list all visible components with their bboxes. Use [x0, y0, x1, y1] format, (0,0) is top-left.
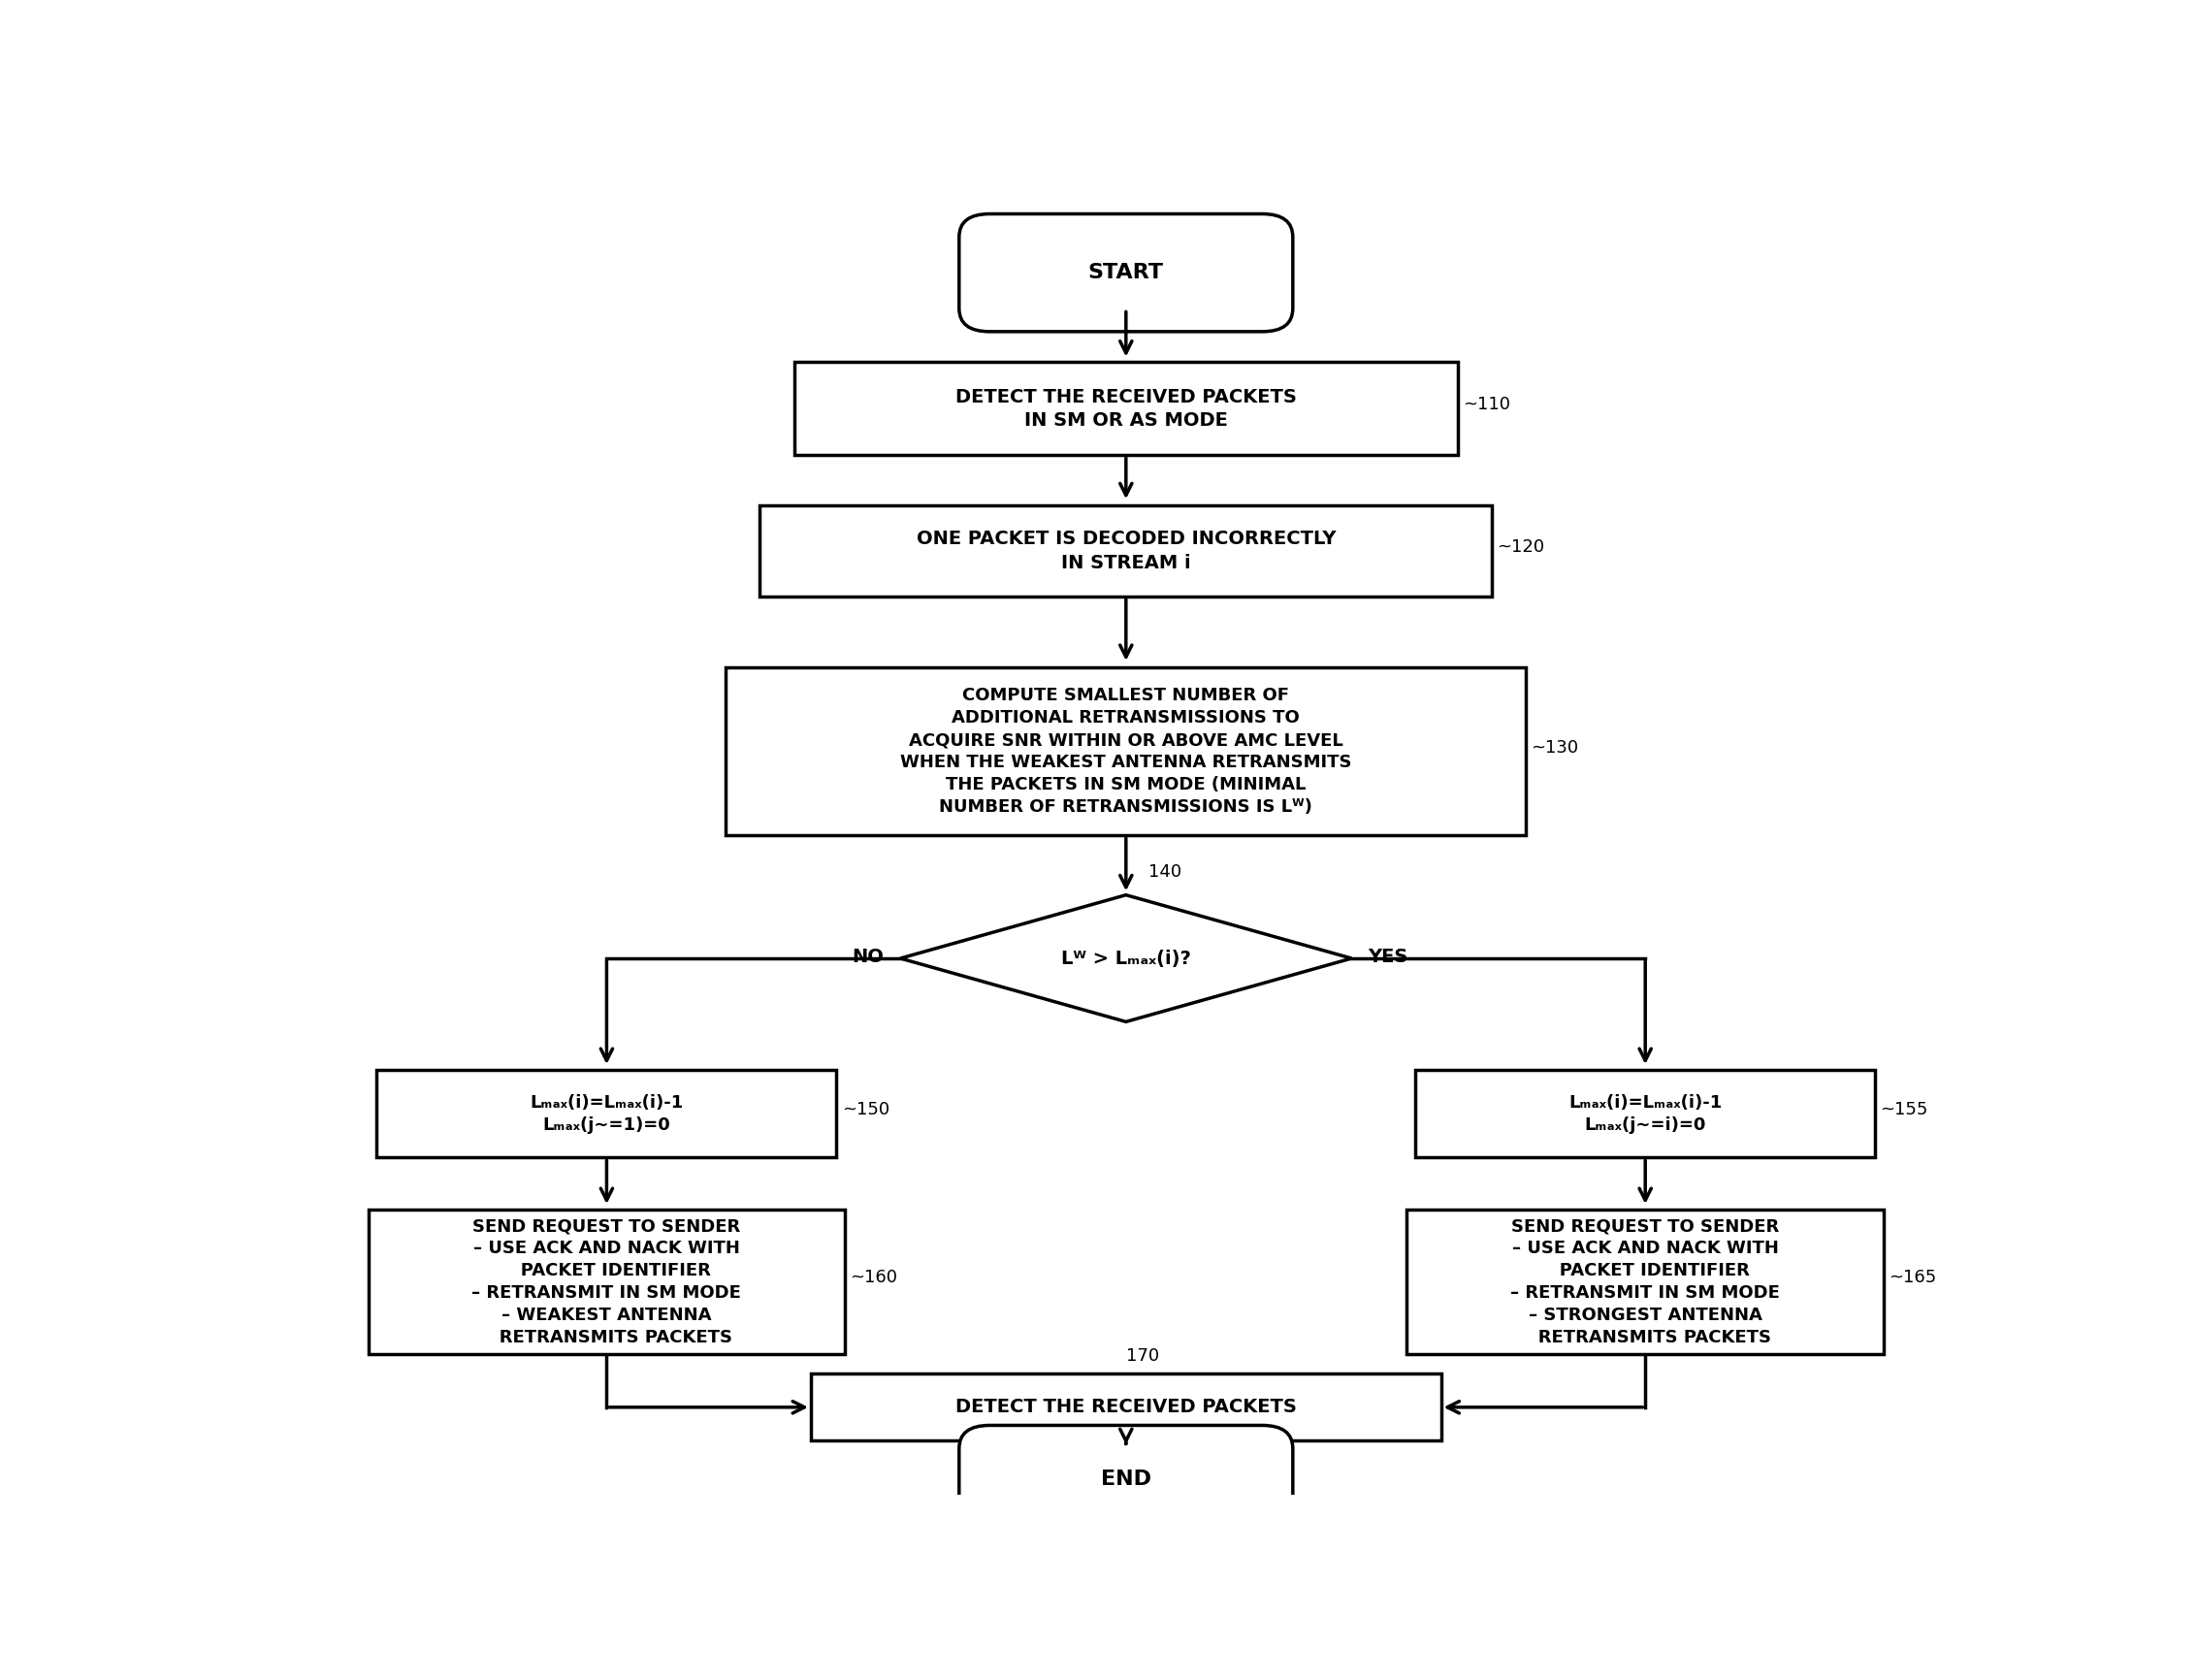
Bar	[1415, 1070, 1876, 1158]
Text: SEND REQUEST TO SENDER
– USE ACK AND NACK WITH
   PACKET IDENTIFIER
– RETRANSMIT: SEND REQUEST TO SENDER – USE ACK AND NAC…	[472, 1218, 740, 1346]
Text: YES: YES	[1369, 948, 1408, 966]
Text: ~155: ~155	[1881, 1100, 1929, 1119]
FancyBboxPatch shape	[960, 1425, 1292, 1534]
Text: Lᵂ > Lₘₐₓ(i)?: Lᵂ > Lₘₐₓ(i)?	[1061, 949, 1191, 968]
Text: ~110: ~110	[1463, 396, 1512, 413]
Text: Lₘₐₓ(i)=Lₘₐₓ(i)-1
Lₘₐₓ(j∼=i)=0: Lₘₐₓ(i)=Lₘₐₓ(i)-1 Lₘₐₓ(j∼=i)=0	[1569, 1094, 1722, 1134]
Text: ONE PACKET IS DECODED INCORRECTLY
IN STREAM i: ONE PACKET IS DECODED INCORRECTLY IN STR…	[916, 529, 1336, 571]
Text: DETECT THE RECEIVED PACKETS
IN SM OR AS MODE: DETECT THE RECEIVED PACKETS IN SM OR AS …	[956, 388, 1296, 430]
Bar	[793, 361, 1459, 455]
Text: COMPUTE SMALLEST NUMBER OF
ADDITIONAL RETRANSMISSIONS TO
ACQUIRE SNR WITHIN OR A: COMPUTE SMALLEST NUMBER OF ADDITIONAL RE…	[901, 687, 1351, 816]
Text: ~165: ~165	[1889, 1268, 1936, 1287]
Text: SEND REQUEST TO SENDER
– USE ACK AND NACK WITH
   PACKET IDENTIFIER
– RETRANSMIT: SEND REQUEST TO SENDER – USE ACK AND NAC…	[1512, 1218, 1780, 1346]
Text: Lₘₐₓ(i)=Lₘₐₓ(i)-1
Lₘₐₓ(j∼=1)=0: Lₘₐₓ(i)=Lₘₐₓ(i)-1 Lₘₐₓ(j∼=1)=0	[529, 1094, 683, 1134]
Bar	[1406, 1210, 1883, 1354]
Text: 170: 170	[1125, 1347, 1160, 1364]
Text: ~120: ~120	[1496, 538, 1544, 556]
FancyBboxPatch shape	[960, 213, 1292, 331]
Bar	[760, 506, 1492, 596]
Text: START: START	[1088, 264, 1164, 282]
Text: END: END	[1101, 1470, 1151, 1490]
Text: DETECT THE RECEIVED PACKETS: DETECT THE RECEIVED PACKETS	[956, 1398, 1296, 1416]
Bar	[725, 667, 1527, 835]
Polygon shape	[901, 895, 1351, 1021]
Text: 140: 140	[1149, 864, 1182, 880]
Text: ~130: ~130	[1531, 739, 1580, 756]
Text: NO: NO	[852, 948, 883, 966]
Bar	[369, 1210, 846, 1354]
Bar	[378, 1070, 837, 1158]
Text: ~160: ~160	[850, 1268, 899, 1287]
Text: ~150: ~150	[841, 1100, 890, 1119]
Bar	[811, 1374, 1441, 1441]
